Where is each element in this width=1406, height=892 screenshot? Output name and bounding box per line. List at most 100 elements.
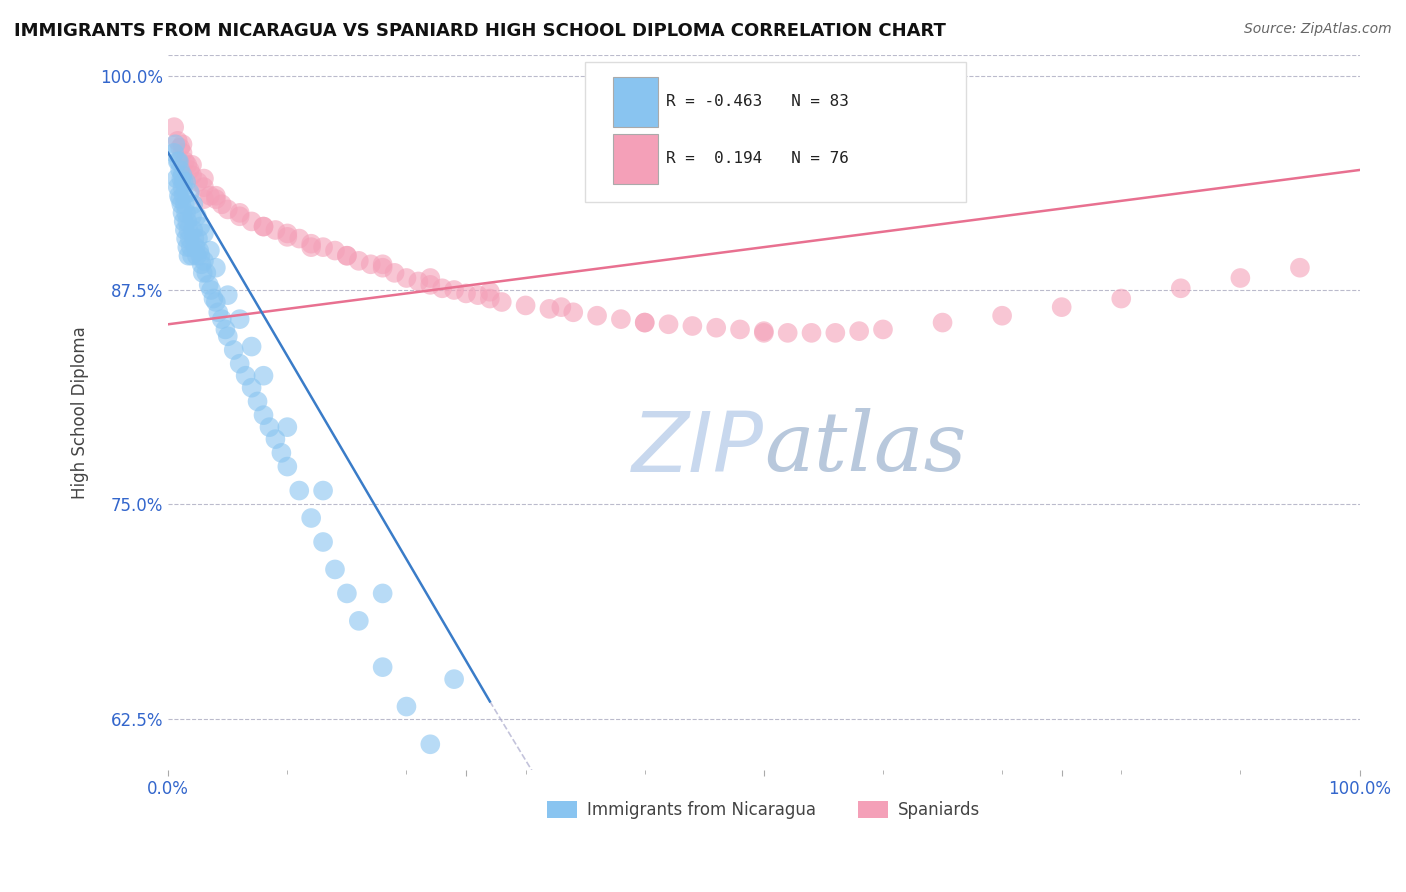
Point	[478, 292, 501, 306]
Point	[188, 244, 211, 258]
Point	[176, 158, 198, 172]
Point	[467, 288, 489, 302]
Point	[259, 420, 281, 434]
Point	[478, 285, 501, 299]
Point	[170, 197, 193, 211]
Point	[491, 295, 513, 310]
Point	[395, 271, 418, 285]
Point	[169, 141, 191, 155]
Point	[264, 432, 287, 446]
Point	[312, 535, 335, 549]
Point	[1109, 292, 1132, 306]
Point	[174, 175, 197, 189]
Point	[276, 420, 298, 434]
Point	[419, 737, 441, 751]
Point	[173, 188, 195, 202]
Point	[276, 230, 298, 244]
Point	[211, 197, 233, 211]
Point	[776, 326, 799, 340]
Text: R =  0.194   N = 76: R = 0.194 N = 76	[666, 152, 849, 166]
Point	[187, 175, 209, 189]
Point	[179, 231, 201, 245]
Point	[186, 209, 208, 223]
Point	[312, 240, 335, 254]
Point	[1229, 271, 1251, 285]
Point	[800, 326, 823, 340]
Point	[586, 309, 609, 323]
Point	[252, 219, 274, 234]
Point	[166, 134, 188, 148]
Point	[276, 227, 298, 241]
Point	[562, 305, 585, 319]
Point	[166, 180, 188, 194]
Point	[240, 340, 263, 354]
Point	[848, 324, 870, 338]
Point	[169, 192, 191, 206]
Point	[288, 231, 311, 245]
Point	[205, 192, 228, 206]
Point	[181, 158, 204, 172]
Point	[186, 249, 208, 263]
Point	[191, 266, 214, 280]
Point	[198, 244, 221, 258]
Point	[872, 322, 894, 336]
Point	[538, 301, 561, 316]
FancyBboxPatch shape	[613, 77, 658, 127]
Point	[193, 171, 215, 186]
Point	[1170, 281, 1192, 295]
FancyBboxPatch shape	[613, 134, 658, 184]
Point	[174, 197, 197, 211]
Point	[195, 266, 218, 280]
Point	[187, 231, 209, 245]
Point	[214, 322, 236, 336]
Point	[172, 206, 194, 220]
Point	[515, 298, 537, 312]
Point	[419, 271, 441, 285]
Point	[610, 312, 633, 326]
Point	[174, 231, 197, 245]
Point	[177, 223, 200, 237]
Point	[634, 316, 657, 330]
Point	[235, 368, 257, 383]
Point	[371, 660, 394, 674]
Point	[190, 219, 212, 234]
Point	[170, 171, 193, 186]
Point	[198, 188, 221, 202]
Point	[704, 320, 727, 334]
Point	[276, 459, 298, 474]
Point	[681, 318, 703, 333]
Point	[443, 283, 465, 297]
Point	[176, 240, 198, 254]
Point	[419, 277, 441, 292]
Point	[190, 257, 212, 271]
Point	[181, 209, 204, 223]
Point	[728, 322, 751, 336]
Point	[205, 260, 228, 275]
Point	[176, 214, 198, 228]
Point	[252, 219, 274, 234]
Point	[173, 214, 195, 228]
Point	[991, 309, 1014, 323]
Point	[336, 249, 359, 263]
Point	[181, 223, 204, 237]
Text: atlas: atlas	[763, 409, 966, 488]
Point	[371, 260, 394, 275]
Point	[202, 292, 225, 306]
Text: R = -0.463   N = 83: R = -0.463 N = 83	[666, 94, 849, 109]
Point	[205, 188, 228, 202]
Point	[395, 699, 418, 714]
Point	[174, 154, 197, 169]
Point	[228, 357, 250, 371]
Point	[167, 188, 190, 202]
Point	[228, 206, 250, 220]
Point	[205, 295, 228, 310]
Point	[172, 145, 194, 160]
Point	[173, 175, 195, 189]
Point	[240, 214, 263, 228]
Legend: Immigrants from Nicaragua, Spaniards: Immigrants from Nicaragua, Spaniards	[541, 795, 987, 826]
Text: IMMIGRANTS FROM NICARAGUA VS SPANIARD HIGH SCHOOL DIPLOMA CORRELATION CHART: IMMIGRANTS FROM NICARAGUA VS SPANIARD HI…	[14, 22, 946, 40]
Point	[207, 305, 229, 319]
Point	[190, 249, 212, 263]
Point	[193, 192, 215, 206]
Point	[299, 240, 322, 254]
